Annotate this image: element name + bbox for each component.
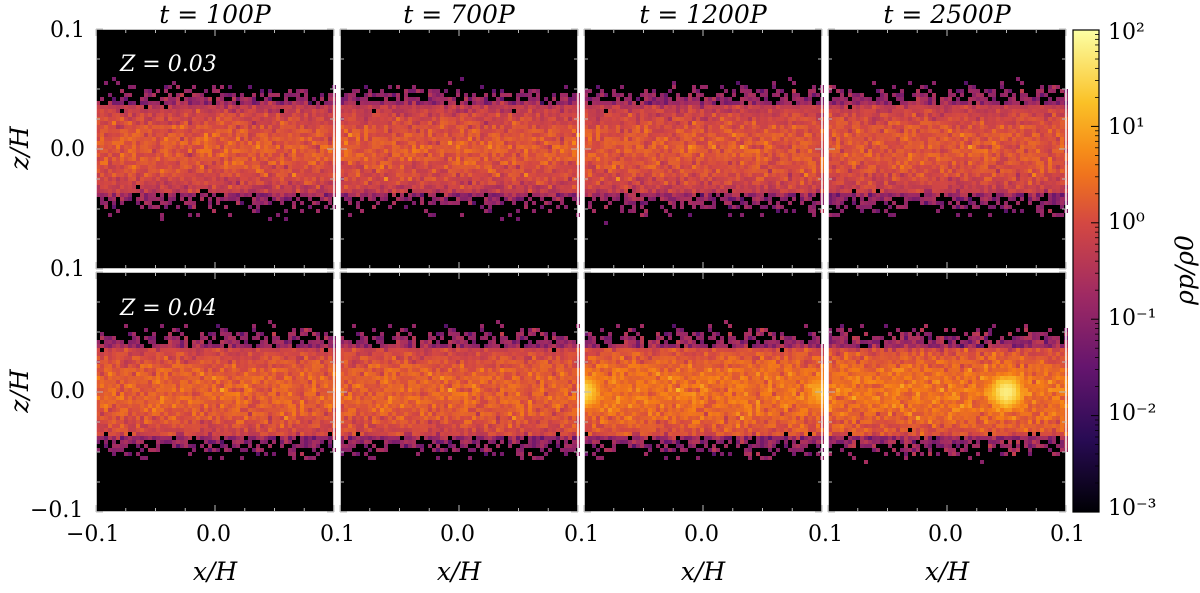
heatmap-panel: [96, 29, 336, 269]
y-tick-label: −0.1: [30, 498, 84, 523]
colorbar-tick-label: 10⁻³: [1108, 496, 1157, 521]
panel-annotation: Z = 0.04: [120, 296, 217, 321]
column-title: t = 1200P: [639, 0, 767, 29]
heatmap-panel: [584, 29, 824, 269]
x-axis-label: x/H: [924, 557, 970, 586]
y-tick-label: 0.1: [50, 257, 85, 282]
x-axis-label: x/H: [192, 557, 238, 586]
column-title: t = 700P: [403, 0, 515, 29]
x-tick-label: 0.1: [564, 522, 599, 547]
y-tick-label: 0.0: [50, 137, 85, 162]
x-axis-label: x/H: [436, 557, 482, 586]
x-tick-label: 0.0: [684, 522, 719, 547]
x-axis-label: x/H: [680, 557, 726, 586]
y-axis-label: z/H: [5, 126, 34, 170]
column-title: t = 100P: [159, 0, 271, 29]
y-axis-label: z/H: [5, 369, 34, 413]
x-tick-label: 0.0: [440, 522, 475, 547]
column-title: t = 2500P: [883, 0, 1011, 29]
heatmap-panel: [828, 29, 1068, 269]
colorbar-tick-label: 10⁻²: [1108, 401, 1157, 426]
heatmap-panel: [584, 272, 824, 512]
heatmap-panel: [340, 29, 580, 269]
x-tick-label: 0.1: [320, 522, 355, 547]
y-tick-label: 0.1: [50, 18, 85, 43]
colorbar-tick-label: 10⁰: [1108, 210, 1145, 235]
colorbar: [1072, 29, 1100, 513]
colorbar-tick-label: 10²: [1108, 20, 1145, 45]
x-tick-label: 0.1: [808, 522, 843, 547]
colorbar-tick-label: 10⁻¹: [1108, 306, 1157, 331]
heatmap-panel: [340, 272, 580, 512]
heatmap-panel: [96, 272, 336, 512]
axes-layer: [95, 28, 1067, 513]
colorbar-label: ρp/ρ0: [1170, 235, 1199, 305]
panel-annotation: Z = 0.03: [120, 52, 217, 77]
x-tick-label: −0.1: [66, 522, 120, 547]
heatmap-panel: [828, 272, 1068, 512]
x-tick-label: 0.1: [1050, 522, 1085, 547]
x-tick-label: 0.0: [928, 522, 963, 547]
colorbar-tick-label: 10¹: [1108, 115, 1145, 140]
panels-layer: [96, 29, 1068, 512]
colorbar-scale: [1072, 29, 1100, 513]
x-tick-label: 0.0: [196, 522, 231, 547]
y-tick-label: 0.0: [50, 379, 85, 404]
